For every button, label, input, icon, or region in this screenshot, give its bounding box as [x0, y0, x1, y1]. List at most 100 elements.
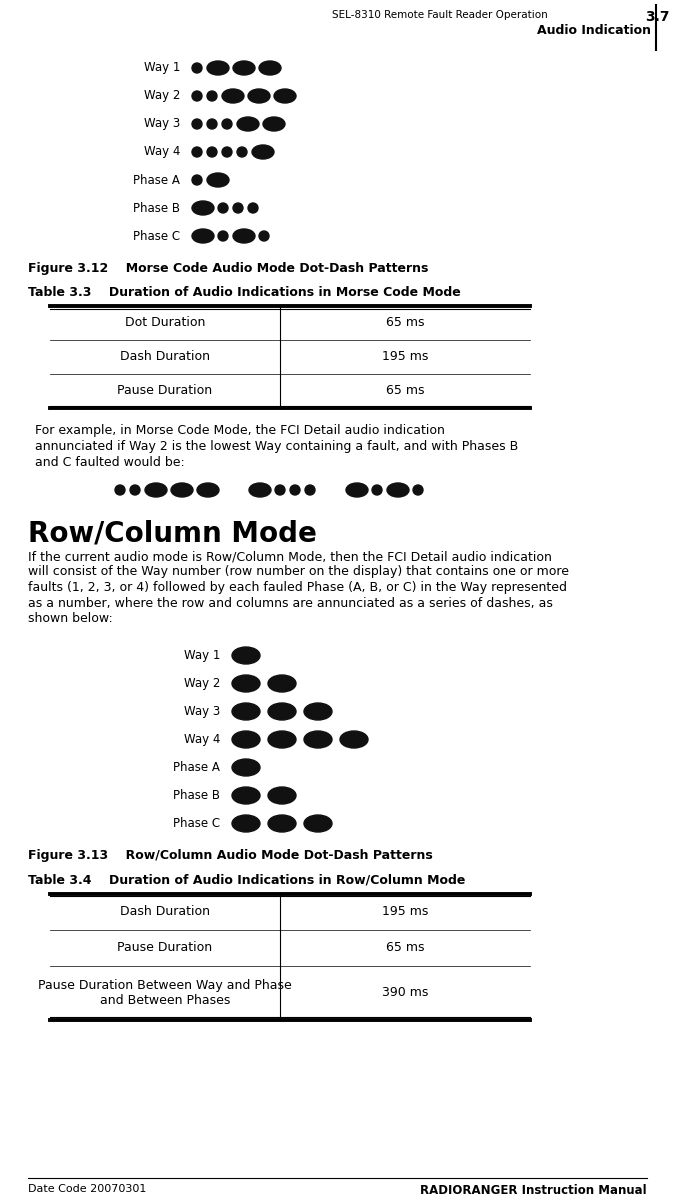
Text: Way 3: Way 3 [144, 117, 180, 130]
Text: For example, in Morse Code Mode, the FCI Detail audio indication: For example, in Morse Code Mode, the FCI… [35, 424, 445, 437]
Ellipse shape [207, 91, 217, 101]
Text: 65 ms: 65 ms [385, 941, 425, 954]
Ellipse shape [218, 230, 228, 241]
Ellipse shape [222, 119, 232, 129]
Text: Figure 3.13    Row/Column Audio Mode Dot-Dash Patterns: Figure 3.13 Row/Column Audio Mode Dot-Da… [28, 849, 433, 862]
Ellipse shape [387, 484, 409, 497]
Text: Way 2: Way 2 [144, 90, 180, 103]
Ellipse shape [207, 147, 217, 156]
Text: and C faulted would be:: and C faulted would be: [35, 456, 185, 469]
Ellipse shape [192, 91, 202, 101]
Ellipse shape [218, 203, 228, 213]
Text: 390 ms: 390 ms [382, 986, 428, 999]
Ellipse shape [249, 484, 271, 497]
Ellipse shape [192, 147, 202, 156]
Ellipse shape [233, 229, 255, 244]
Text: Way 1: Way 1 [144, 62, 180, 74]
Text: Phase C: Phase C [133, 229, 180, 242]
Ellipse shape [346, 484, 368, 497]
Ellipse shape [274, 90, 296, 103]
Text: Date Code 20070301: Date Code 20070301 [28, 1184, 146, 1194]
Ellipse shape [207, 173, 229, 187]
Ellipse shape [237, 117, 259, 131]
Ellipse shape [232, 759, 260, 776]
Text: Phase A: Phase A [173, 761, 220, 774]
Text: Dash Duration: Dash Duration [120, 905, 210, 918]
Text: Pause Duration Between Way and Phase
and Between Phases: Pause Duration Between Way and Phase and… [38, 979, 292, 1007]
Text: Phase B: Phase B [173, 789, 220, 802]
Ellipse shape [232, 731, 260, 747]
Text: Pause Duration: Pause Duration [117, 941, 213, 954]
Text: faults (1, 2, 3, or 4) followed by each fauled Phase (A, B, or C) in the Way rep: faults (1, 2, 3, or 4) followed by each … [28, 581, 567, 593]
Ellipse shape [372, 485, 382, 496]
Ellipse shape [192, 201, 214, 215]
Ellipse shape [232, 675, 260, 693]
Ellipse shape [222, 147, 232, 156]
Ellipse shape [268, 703, 296, 720]
Text: Dash Duration: Dash Duration [120, 351, 210, 363]
Ellipse shape [192, 229, 214, 244]
Text: 65 ms: 65 ms [385, 316, 425, 330]
Ellipse shape [259, 61, 281, 75]
Text: Dot Duration: Dot Duration [125, 316, 205, 330]
Ellipse shape [192, 176, 202, 185]
Ellipse shape [268, 675, 296, 693]
Ellipse shape [275, 485, 285, 496]
Text: 195 ms: 195 ms [382, 905, 428, 918]
Ellipse shape [222, 90, 244, 103]
Text: Table 3.4    Duration of Audio Indications in Row/Column Mode: Table 3.4 Duration of Audio Indications … [28, 874, 465, 886]
Ellipse shape [232, 703, 260, 720]
Text: as a number, where the row and columns are annunciated as a series of dashes, as: as a number, where the row and columns a… [28, 597, 553, 609]
Ellipse shape [232, 647, 260, 664]
Ellipse shape [115, 485, 125, 496]
Text: annunciated if Way 2 is the lowest Way containing a fault, and with Phases B: annunciated if Way 2 is the lowest Way c… [35, 441, 518, 453]
Ellipse shape [237, 147, 247, 156]
Text: Way 1: Way 1 [184, 650, 220, 661]
Ellipse shape [192, 63, 202, 73]
Text: Way 3: Way 3 [184, 704, 220, 718]
Ellipse shape [192, 119, 202, 129]
Ellipse shape [207, 119, 217, 129]
Text: 65 ms: 65 ms [385, 384, 425, 398]
Ellipse shape [248, 90, 270, 103]
Ellipse shape [413, 485, 423, 496]
Text: RADIORANGER Instruction Manual: RADIORANGER Instruction Manual [421, 1184, 647, 1194]
Text: 3.7: 3.7 [645, 10, 670, 24]
Text: Phase A: Phase A [133, 173, 180, 186]
Ellipse shape [145, 484, 167, 497]
Ellipse shape [268, 816, 296, 832]
Ellipse shape [340, 731, 368, 747]
Text: Figure 3.12    Morse Code Audio Mode Dot-Dash Patterns: Figure 3.12 Morse Code Audio Mode Dot-Da… [28, 261, 429, 275]
Ellipse shape [263, 117, 285, 131]
Ellipse shape [304, 731, 332, 747]
Ellipse shape [259, 230, 269, 241]
Ellipse shape [252, 144, 274, 159]
Ellipse shape [268, 731, 296, 747]
Ellipse shape [197, 484, 219, 497]
Ellipse shape [233, 203, 243, 213]
Text: Way 4: Way 4 [184, 733, 220, 746]
Ellipse shape [304, 703, 332, 720]
Text: Way 4: Way 4 [144, 146, 180, 159]
Ellipse shape [268, 787, 296, 804]
Text: Table 3.3    Duration of Audio Indications in Morse Code Mode: Table 3.3 Duration of Audio Indications … [28, 287, 461, 298]
Text: Row/Column Mode: Row/Column Mode [28, 521, 317, 548]
Text: SEL-8310 Remote Fault Reader Operation: SEL-8310 Remote Fault Reader Operation [332, 10, 548, 20]
Ellipse shape [290, 485, 300, 496]
Text: Way 2: Way 2 [184, 677, 220, 690]
Ellipse shape [130, 485, 140, 496]
Text: shown below:: shown below: [28, 613, 113, 624]
Ellipse shape [233, 61, 255, 75]
Text: will consist of the Way number (row number on the display) that contains one or : will consist of the Way number (row numb… [28, 566, 569, 579]
Ellipse shape [248, 203, 258, 213]
Ellipse shape [232, 787, 260, 804]
Ellipse shape [232, 816, 260, 832]
Ellipse shape [171, 484, 193, 497]
Ellipse shape [304, 816, 332, 832]
Text: Phase C: Phase C [173, 817, 220, 830]
Ellipse shape [207, 61, 229, 75]
Text: 195 ms: 195 ms [382, 351, 428, 363]
Ellipse shape [305, 485, 315, 496]
Text: If the current audio mode is Row/Column Mode, then the FCI Detail audio indicati: If the current audio mode is Row/Column … [28, 550, 552, 564]
Text: Audio Indication: Audio Indication [537, 24, 651, 37]
